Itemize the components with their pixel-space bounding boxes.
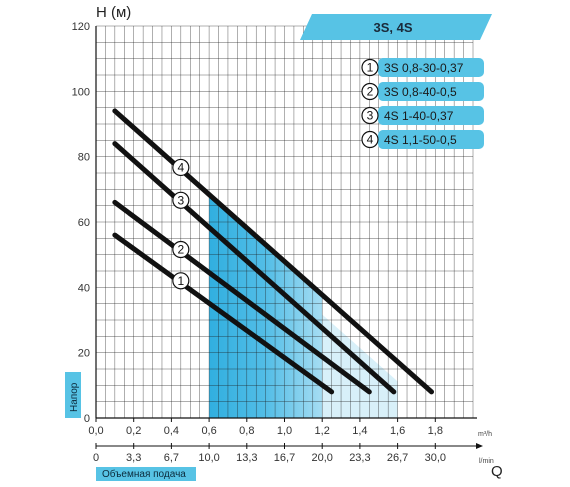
chart-title: 3S, 4S	[373, 20, 412, 35]
x-tick-label-top: 0,2	[126, 425, 141, 437]
x-tick-label-top: 1,4	[352, 425, 367, 437]
legend-item-bg	[378, 58, 484, 77]
legend-badge-number: 2	[367, 85, 374, 99]
y-tick-label: 100	[72, 86, 90, 98]
x-tick-label-top: 0,8	[239, 425, 254, 437]
curve-badge-number: 3	[177, 193, 184, 207]
x-side-label: Объемная подача	[102, 468, 186, 480]
curve-badge-1	[172, 272, 190, 290]
legend-item-bg	[378, 82, 484, 101]
legend-item-label: 4S 1-40-0,37	[384, 109, 454, 123]
series-line-1	[112, 232, 335, 395]
legend-badge	[361, 130, 379, 149]
legend-badge	[361, 58, 379, 77]
legend-badge-number: 4	[367, 133, 374, 147]
curve-badge-2	[172, 240, 190, 259]
x-tick-label-bottom: 3,3	[126, 452, 141, 464]
series-line-3	[112, 141, 397, 395]
x-tick-label-bottom: 10,0	[198, 452, 219, 464]
x-side-label-box	[96, 467, 196, 481]
x-tick-label-bottom: 0	[93, 452, 99, 464]
legend-badge	[361, 106, 379, 125]
y-side-label-box	[65, 372, 81, 418]
x-tick-label-bottom: 26,7	[387, 452, 408, 464]
x-tick-label-bottom: 30,0	[425, 452, 446, 464]
x-tick-label-top: 1,6	[390, 425, 405, 437]
legend-item-label: 4S 1,1-50-0,5	[384, 133, 457, 147]
curve-badge-number: 1	[177, 274, 184, 288]
y-tick-label: 80	[78, 152, 90, 164]
x-unit-top: m³/h	[478, 431, 492, 438]
y-tick-label: 60	[78, 217, 90, 229]
x-tick-label-top: 0,4	[164, 425, 179, 437]
x-tick-label-top: 0,0	[88, 425, 103, 437]
curve-badge-3	[172, 191, 190, 209]
y-axis-title: H (м)	[96, 4, 131, 21]
series-line-4	[112, 108, 435, 395]
x-tick-label-top: 0,6	[201, 425, 216, 437]
x-tick-label-bottom: 13,3	[236, 452, 257, 464]
legend-badge-number: 1	[367, 61, 374, 75]
x-axis-title: Q	[491, 463, 503, 480]
y-tick-label: 0	[84, 413, 90, 425]
x-tick-label-top: 1,8	[428, 425, 443, 437]
series-lines	[112, 108, 435, 395]
curve-badge-number: 2	[177, 243, 184, 257]
legend-badge	[361, 82, 379, 101]
x-tick-label-top: 1,2	[315, 425, 330, 437]
curve-badges: 1 2 3 4	[172, 158, 190, 290]
legend-badge-number: 3	[367, 109, 374, 123]
legend-item-bg	[378, 106, 484, 125]
y-tick-label: 40	[78, 282, 90, 294]
legend-item-bg	[378, 130, 484, 149]
x-unit-bottom: l/min	[479, 458, 494, 465]
curve-badge-4	[172, 158, 190, 177]
series-line-2	[112, 199, 372, 395]
y-side-label: Напор	[69, 382, 80, 412]
x-tick-label-bottom: 23,3	[349, 452, 370, 464]
x-axis-secondary-arrow	[476, 443, 483, 449]
curve-badge-number: 4	[177, 160, 184, 174]
x-tick-label-bottom: 16,7	[274, 452, 295, 464]
x-tick-label-bottom: 20,0	[311, 452, 332, 464]
y-tick-label: 120	[72, 21, 90, 33]
x-tick-label-top: 1,0	[277, 425, 292, 437]
legend-item-label: 3S 0,8-40-0,5	[384, 85, 457, 99]
legend: 1 3S 0,8-30-0,37 2 3S 0,8-40-0,5 3 4S 1-40-0,…	[361, 58, 484, 149]
legend-item-label: 3S 0,8-30-0,37	[384, 61, 464, 75]
x-tick-label-bottom: 6,7	[164, 452, 179, 464]
y-tick-label: 20	[78, 348, 90, 360]
title-banner	[300, 14, 492, 40]
